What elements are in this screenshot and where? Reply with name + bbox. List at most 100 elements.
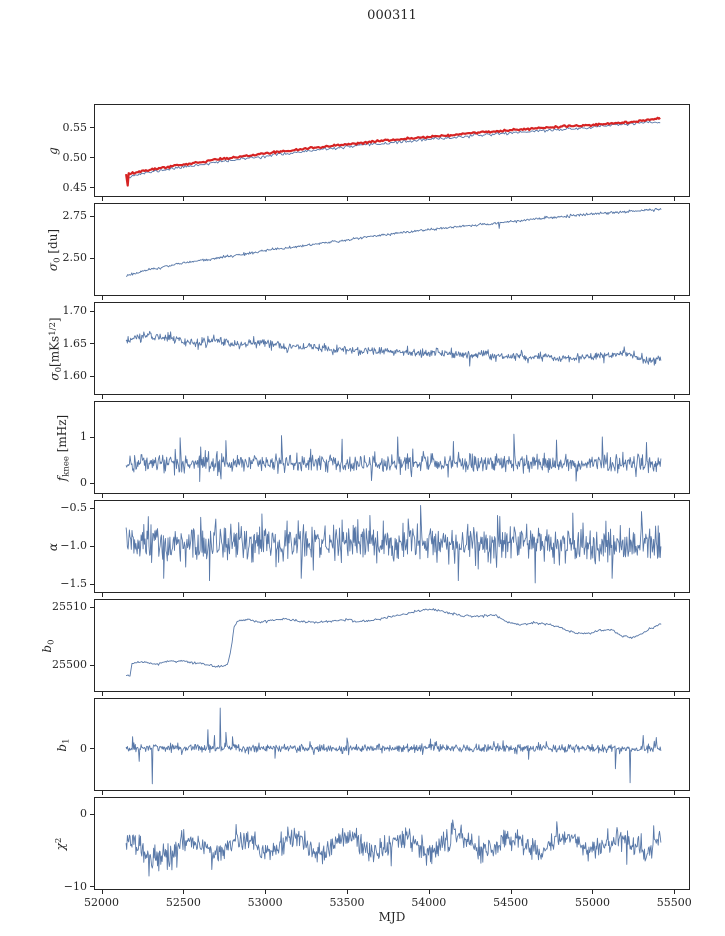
x-tick-mark	[511, 494, 512, 498]
y-tick-mark	[90, 546, 94, 547]
x-tick-mark	[183, 791, 184, 795]
x-tick-mark	[102, 296, 103, 300]
x-tick-mark	[674, 593, 675, 597]
series-baseline-slope	[125, 707, 662, 785]
y-axis-label-segment: 0	[46, 638, 57, 645]
x-tick-mark	[265, 494, 266, 498]
x-tick-mark	[674, 494, 675, 498]
series-baseline-offset	[126, 608, 662, 677]
x-tick-mark	[511, 296, 512, 300]
x-tick-mark	[102, 494, 103, 498]
y-axis-label-segment: 0	[54, 366, 65, 372]
y-tick-mark	[90, 343, 94, 344]
x-tick-mark	[347, 296, 348, 300]
y-axis-label-segment: knee	[61, 455, 72, 477]
y-tick-mark	[90, 814, 94, 815]
x-tick-mark	[429, 791, 430, 795]
y-axis-label-segment: 1	[61, 737, 72, 744]
y-tick-label: 2.75	[62, 209, 88, 223]
y-tick-label: −0.5	[60, 501, 87, 515]
x-tick-mark	[511, 692, 512, 696]
x-tick-mark	[265, 395, 266, 399]
x-tick-mark	[674, 197, 675, 201]
x-tick-mark	[674, 692, 675, 696]
y-tick-label: 25500	[52, 658, 87, 672]
y-axis-label-b0: b0	[39, 576, 57, 716]
x-tick-mark	[511, 197, 512, 201]
y-tick-mark	[90, 437, 94, 438]
panel-sigma0-mks	[94, 302, 690, 395]
x-tick-label: 55000	[574, 896, 610, 909]
x-tick-mark	[429, 296, 430, 300]
panel-plot-alpha	[125, 505, 662, 584]
x-tick-mark	[347, 494, 348, 498]
y-tick-mark	[90, 127, 94, 128]
y-tick-label: 1	[80, 430, 87, 444]
panel-sigma0-du	[94, 203, 690, 296]
y-axis-label-segment: 1/2	[48, 321, 59, 336]
y-tick-mark	[90, 483, 94, 484]
y-axis-label-segment: χ	[53, 842, 68, 850]
y-axis-label-segment: b	[55, 743, 69, 752]
x-tick-mark	[592, 593, 593, 597]
x-tick-mark	[265, 593, 266, 597]
x-tick-mark	[592, 890, 593, 894]
y-tick-mark	[90, 748, 94, 749]
panel-alpha	[94, 500, 690, 593]
series-gain-raw	[125, 120, 661, 179]
x-tick-mark	[429, 197, 430, 201]
y-tick-label: 25510	[52, 600, 87, 614]
x-tick-mark	[674, 791, 675, 795]
y-tick-mark	[90, 187, 94, 188]
x-tick-mark	[183, 890, 184, 894]
y-tick-mark	[90, 584, 94, 585]
series-gain-smoothed	[125, 116, 661, 187]
y-axis-label-segment: [mKs	[47, 335, 62, 367]
panel-fknee	[94, 401, 690, 494]
panel-plot-g	[125, 116, 661, 187]
x-tick-label: 54500	[493, 896, 529, 909]
x-tick-mark	[592, 296, 593, 300]
x-tick-mark	[102, 791, 103, 795]
y-tick-mark	[90, 216, 94, 217]
x-tick-mark	[102, 197, 103, 201]
y-tick-mark	[90, 311, 94, 312]
x-tick-mark	[511, 791, 512, 795]
x-tick-mark	[674, 890, 675, 894]
panel-plot-sigma0-mks	[125, 330, 662, 367]
x-tick-mark	[592, 692, 593, 696]
panel-plot-b1	[125, 707, 662, 785]
x-tick-label: 53000	[247, 896, 283, 909]
x-tick-mark	[183, 395, 184, 399]
y-tick-mark	[90, 258, 94, 259]
x-tick-mark	[347, 791, 348, 795]
x-tick-mark	[183, 494, 184, 498]
series-fknee	[125, 433, 662, 482]
y-tick-label: 0.50	[62, 150, 88, 164]
y-tick-label: 1.60	[62, 369, 88, 383]
y-tick-label: 2.50	[62, 251, 88, 265]
y-tick-mark	[90, 376, 94, 377]
y-axis-label-chi2: χ2	[51, 774, 68, 914]
x-tick-mark	[674, 395, 675, 399]
y-tick-label: −10	[63, 879, 87, 893]
y-tick-label: −1.5	[60, 577, 87, 591]
panel-b1	[94, 698, 690, 791]
x-tick-mark	[265, 791, 266, 795]
y-tick-mark	[90, 665, 94, 666]
y-tick-label: −1.0	[60, 539, 87, 553]
panel-plot-sigma0-du	[125, 207, 662, 277]
panel-g	[94, 104, 690, 197]
y-axis-label-segment: [mHz]	[55, 414, 69, 456]
y-tick-label: 0	[80, 476, 87, 490]
y-axis-label-segment: α	[46, 542, 61, 551]
x-tick-mark	[265, 197, 266, 201]
x-tick-mark	[265, 296, 266, 300]
series-chi-squared	[125, 819, 662, 877]
x-tick-mark	[592, 395, 593, 399]
y-axis-label-segment: 2	[54, 837, 65, 843]
y-axis-label-segment: 0	[52, 256, 63, 263]
x-tick-mark	[347, 395, 348, 399]
panel-chi2	[94, 797, 690, 890]
y-axis-label-segment: [du]	[46, 228, 61, 257]
